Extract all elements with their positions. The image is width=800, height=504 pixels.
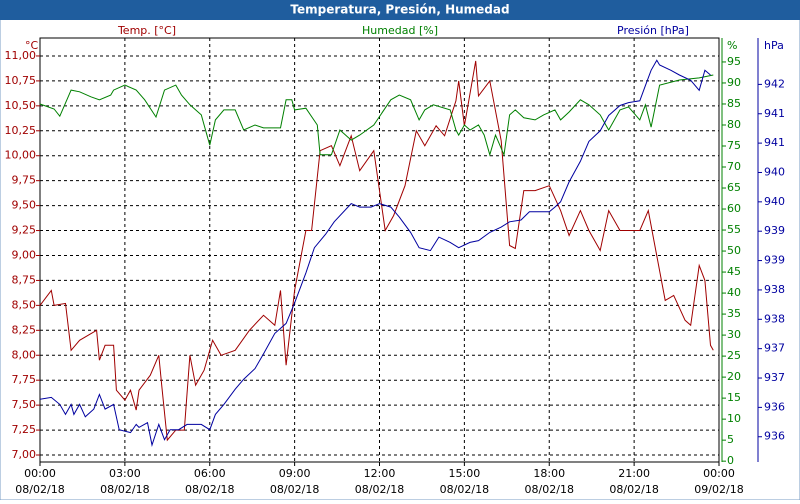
y-tick-label: 65 (727, 181, 741, 194)
x-tick-label: 21:00 (618, 467, 650, 480)
y-tick-label: 940 (764, 165, 785, 178)
x-tick-label: 06:00 (194, 467, 226, 480)
chart-title: Temperatura, Presión, Humedad (290, 3, 509, 17)
y-tick-label: 0 (727, 454, 734, 467)
x-tick-date: 08/02/18 (15, 483, 64, 496)
x-tick-label: 15:00 (449, 467, 481, 480)
y-tick-label: 8,00 (12, 348, 37, 361)
x-tick-label: 03:00 (109, 467, 141, 480)
y-tick-label: 8,75 (12, 273, 37, 286)
x-tick-label: 09:00 (279, 467, 311, 480)
y-tick-label: 941 (764, 107, 785, 120)
series-line (39, 59, 711, 447)
x-tick-date: 08/02/18 (185, 483, 234, 496)
y-tick-label: 20 (727, 370, 741, 383)
y-tick-label: 25 (727, 349, 741, 362)
y-tick-label: 9,50 (12, 199, 37, 212)
y-tick-label: 30 (727, 328, 741, 341)
y-tick-label: 10,25 (5, 124, 37, 137)
axis-title: Presión [hPa] (617, 24, 689, 37)
y-tick-label: 40 (727, 286, 741, 299)
y-tick-label: 5 (727, 433, 734, 446)
y-tick-label: 8,50 (12, 298, 37, 311)
y-tick-label: 85 (727, 97, 741, 110)
y-tick-label: 45 (727, 265, 741, 278)
y-tick-label: 11,00 (5, 49, 37, 62)
y-tick-label: 939 (764, 224, 785, 237)
y-tick-label: 9,25 (12, 224, 37, 237)
y-tick-label: 937 (764, 342, 785, 355)
x-tick-label: 00:00 (703, 467, 735, 480)
axis-unit: °C (25, 39, 39, 52)
y-tick-label: 9,75 (12, 174, 37, 187)
x-tick-date: 08/02/18 (525, 483, 574, 496)
y-tick-label: 70 (727, 160, 741, 173)
y-tick-label: 35 (727, 307, 741, 320)
y-tick-label: 941 (764, 136, 785, 149)
y-tick-label: 938 (764, 312, 785, 325)
y-tick-label: 15 (727, 391, 741, 404)
y-tick-label: 938 (764, 283, 785, 296)
y-tick-label: 942 (764, 77, 785, 90)
x-tick-label: 00:00 (24, 467, 56, 480)
y-tick-label: 50 (727, 244, 741, 257)
y-tick-label: 9,00 (12, 248, 37, 261)
x-tick-date: 08/02/18 (270, 483, 319, 496)
y-tick-label: 7,75 (12, 373, 37, 386)
y-tick-label: 10 (727, 412, 741, 425)
axis-title: Temp. [°C] (117, 24, 176, 37)
x-tick-date: 08/02/18 (609, 483, 658, 496)
axis-unit: hPa (764, 39, 784, 52)
series-line (39, 74, 714, 157)
y-tick-label: 75 (727, 139, 741, 152)
y-tick-label: 10,00 (5, 149, 37, 162)
y-tick-label: 940 (764, 195, 785, 208)
y-tick-label: 8,25 (12, 323, 37, 336)
y-tick-label: 60 (727, 202, 741, 215)
x-tick-date: 08/02/18 (440, 483, 489, 496)
x-tick-label: 12:00 (364, 467, 396, 480)
y-tick-label: 55 (727, 223, 741, 236)
x-tick-date: 08/02/18 (100, 483, 149, 496)
y-tick-label: 7,00 (12, 448, 37, 461)
axis-title: Humedad [%] (362, 24, 438, 37)
x-tick-label: 18:00 (533, 467, 565, 480)
axis-unit: % (727, 39, 737, 52)
y-tick-label: 95 (727, 55, 741, 68)
x-tick-date: 09/02/18 (694, 483, 743, 496)
y-tick-label: 10,50 (5, 99, 37, 112)
y-tick-label: 936 (764, 430, 785, 443)
y-tick-label: 939 (764, 254, 785, 267)
y-tick-label: 7,50 (12, 398, 37, 411)
y-tick-label: 7,25 (12, 423, 37, 436)
y-tick-label: 937 (764, 371, 785, 384)
x-tick-date: 08/02/18 (355, 483, 404, 496)
y-tick-label: 10,75 (5, 74, 37, 87)
series-line (39, 60, 714, 442)
y-tick-label: 90 (727, 76, 741, 89)
y-tick-label: 936 (764, 400, 785, 413)
title-bar (0, 0, 800, 20)
y-tick-label: 80 (727, 118, 741, 131)
